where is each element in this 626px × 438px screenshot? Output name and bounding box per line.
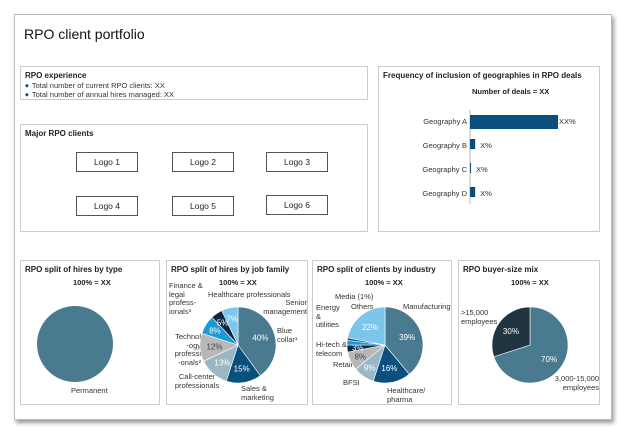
label-media: Media (1%): [335, 292, 374, 301]
job-family-subtitle: 100% = XX: [219, 278, 257, 287]
pie-percent-label: 12%: [206, 342, 222, 351]
pie-percent-label: 22%: [362, 323, 378, 332]
label-over-15000: >15,000 employees: [461, 308, 498, 326]
pie-slice: [347, 306, 386, 346]
label-finance: Finance & legal profess- ionals³: [169, 281, 203, 316]
pie-slice: [37, 306, 113, 382]
buyer-size-title: RPO buyer-size mix: [463, 265, 539, 274]
industry-subtitle: 100% = XX: [365, 278, 403, 287]
label-call-center: Call-center professionals: [174, 372, 220, 390]
bar-category-label: Geography C: [422, 165, 467, 174]
label-permanent: Permanent: [71, 386, 108, 395]
experience-heading: RPO experience: [25, 71, 87, 80]
bar-category-label: Geography B: [423, 141, 467, 150]
pie-percent-label: 30%: [503, 327, 519, 336]
label-healthcare-pharma: Healthcare/ pharma: [387, 386, 426, 404]
pie-percent-label: 39%: [399, 333, 415, 342]
bar-geography-a: [470, 115, 558, 129]
type-panel: RPO split of hires by type 100% = XX Per…: [20, 260, 160, 405]
bar-geography-b: [470, 139, 476, 149]
pie-slice: [491, 306, 531, 358]
pie-percent-label: 3%: [352, 344, 364, 353]
label-others: Others: [351, 302, 374, 311]
logo-3: Logo 3: [266, 152, 328, 172]
bar-data-label: X%: [480, 141, 492, 150]
type-subtitle: 100% = XX: [73, 278, 111, 287]
clients-heading: Major RPO clients: [25, 129, 94, 138]
bar-geography-c: [470, 163, 472, 173]
logo-6: Logo 6: [266, 195, 328, 215]
buyer-size-panel: RPO buyer-size mix 100% = XX 3,000-15,00…: [458, 260, 600, 405]
pie-percent-label: 70%: [541, 355, 557, 364]
page-title: RPO client portfolio: [24, 26, 145, 42]
pie-percent-label: 15%: [234, 364, 250, 373]
bar-data-label: X%: [476, 165, 488, 174]
pie-percent-label: 9%: [364, 364, 376, 373]
pie-percent-label: 8%: [354, 353, 366, 362]
pie-percent-label: 8%: [209, 326, 221, 335]
bar-data-label: XX%: [559, 117, 576, 126]
logo-5: Logo 5: [172, 196, 234, 216]
bar-data-label: X%: [480, 189, 492, 198]
bar-category-label: Geography D: [422, 189, 467, 198]
pie-slice: [384, 306, 424, 375]
clients-panel: Major RPO clients Logo 1 Logo 2 Logo 3 L…: [20, 124, 368, 232]
industry-title: RPO split of clients by industry: [317, 265, 436, 274]
pie-percent-label: 40%: [252, 334, 268, 343]
type-title: RPO split of hires by type: [25, 265, 123, 274]
pie-percent-label: 16%: [381, 364, 397, 373]
bar-geography-d: [470, 187, 476, 197]
bullet-item: Total number of annual hires managed: XX: [25, 90, 174, 99]
logo-2: Logo 2: [172, 152, 234, 172]
label-senior: Senior management: [263, 298, 307, 316]
bullet-item: Total number of current RPO clients: XX: [25, 81, 165, 90]
pie-percent-label: 13%: [214, 359, 230, 368]
label-hitech: Hi-tech & telecom: [316, 340, 347, 358]
buyer-size-subtitle: 100% = XX: [511, 278, 549, 287]
pie-slice: [493, 306, 569, 384]
pie-slice: [221, 306, 239, 346]
label-retail: Retail: [333, 360, 353, 369]
geography-title: Frequency of inclusion of geographies in…: [383, 71, 582, 80]
pie-percent-label: 5%: [217, 318, 229, 327]
geography-panel: Frequency of inclusion of geographies in…: [378, 66, 600, 232]
pie-percent-label: 7%: [226, 314, 238, 323]
logo-1: Logo 1: [76, 152, 138, 172]
label-manufacturing: Manufacturing: [403, 302, 451, 311]
bar-category-label: Geography A: [423, 117, 467, 126]
label-healthcare: Healthcare professionals: [208, 290, 291, 299]
geography-subtitle: Number of deals = XX: [472, 87, 550, 96]
job-family-title: RPO split of hires by job family: [171, 265, 290, 274]
pie-slice: [237, 306, 277, 377]
experience-panel: RPO experience Total number of current R…: [20, 66, 368, 100]
label-sales: Sales & marketing: [241, 384, 274, 402]
logo-4: Logo 4: [76, 196, 138, 216]
label-3000-15000: 3,000-15,000 employees: [554, 374, 599, 392]
label-bfsi: BFSI: [343, 378, 360, 387]
label-energy: Energy & utilities: [316, 303, 340, 330]
label-technology: Technol -ogy professi -onals²: [174, 332, 201, 367]
label-blue-collar: Blue collar¹: [277, 326, 298, 344]
